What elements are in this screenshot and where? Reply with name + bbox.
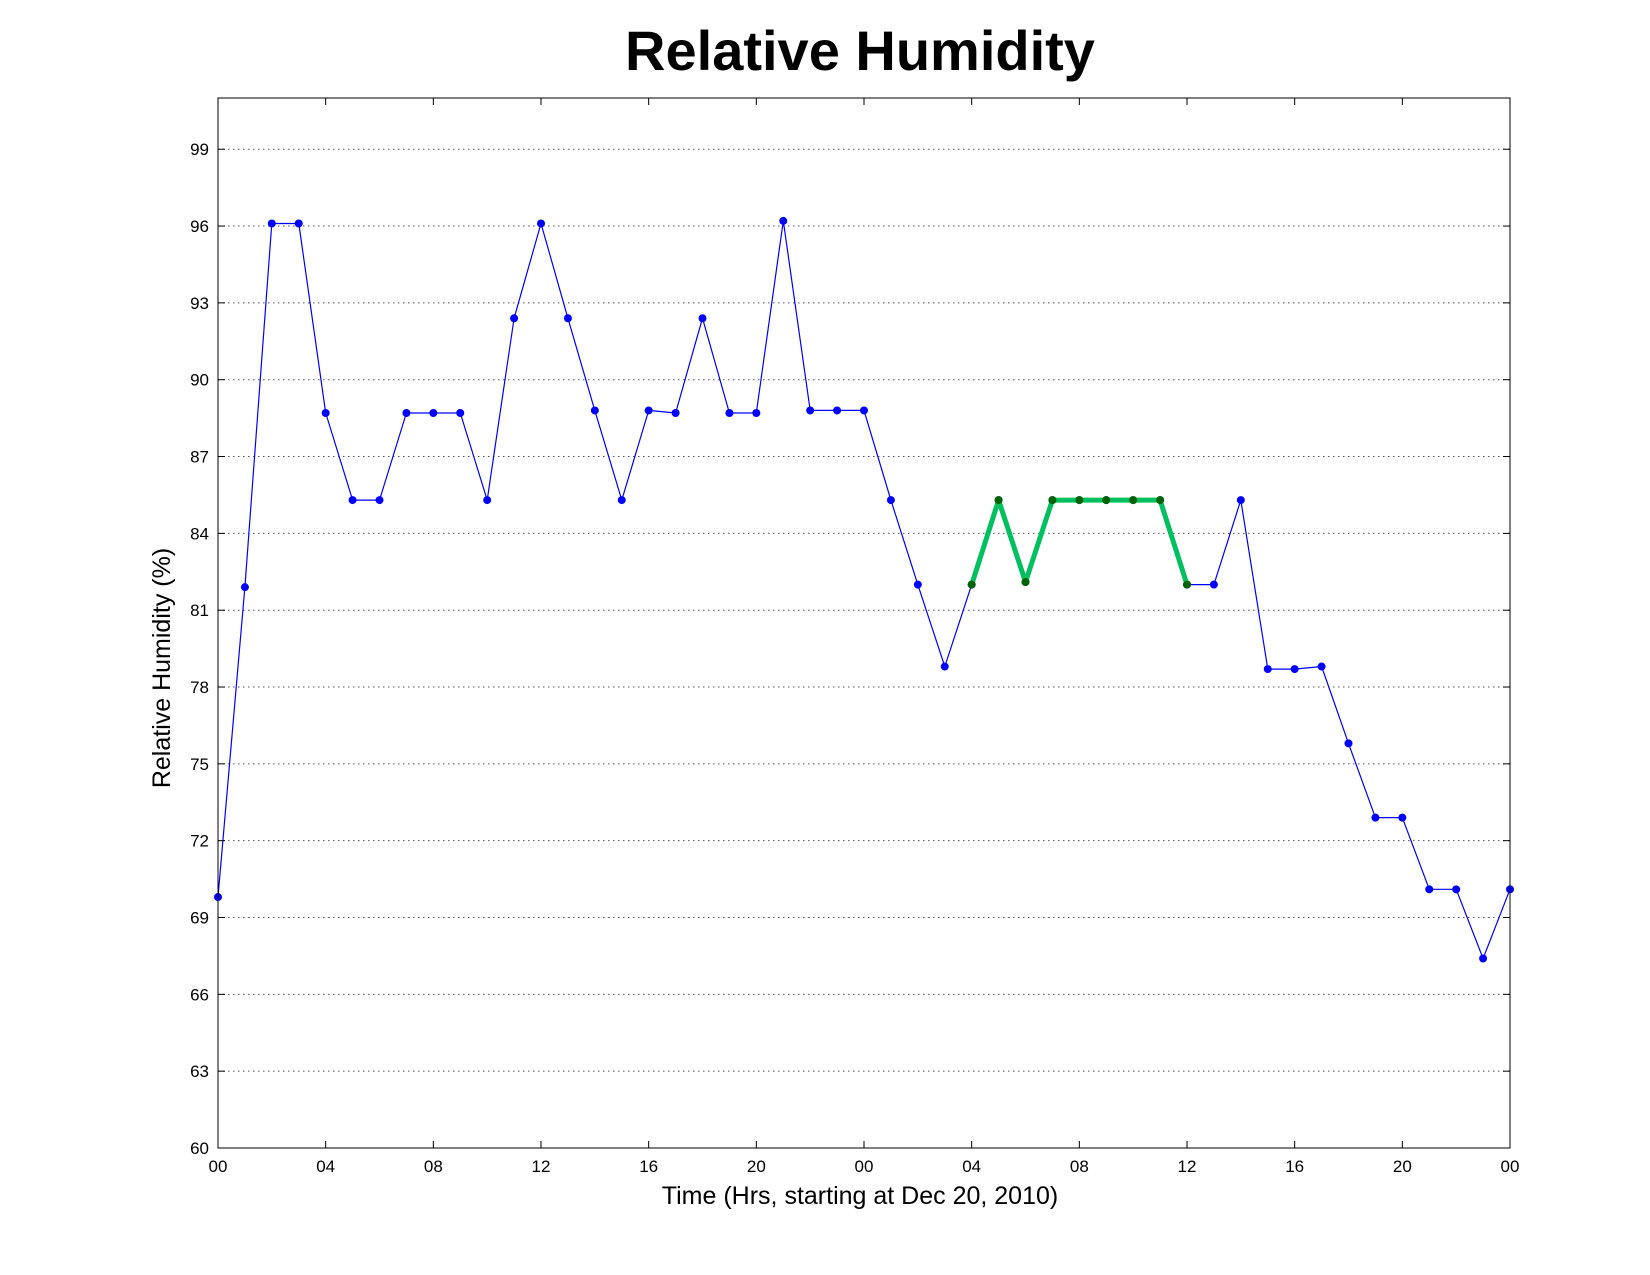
- series-line: [217, 220, 1511, 960]
- x-axis-label: Time (Hrs, starting at Dec 20, 2010): [662, 1182, 1058, 1210]
- data-point: [1452, 885, 1461, 894]
- data-point: [402, 409, 411, 417]
- data-point: [1398, 813, 1407, 822]
- data-point: [1129, 496, 1138, 505]
- data-point: [429, 409, 438, 417]
- data-point: [1344, 739, 1353, 748]
- y-tick-label: 78: [190, 678, 209, 697]
- x-tick-label: 08: [424, 1157, 443, 1176]
- data-point: [456, 409, 465, 417]
- data-point: [294, 219, 303, 228]
- data-point: [240, 583, 249, 592]
- series-1: [214, 216, 1514, 963]
- x-tick-label: 20: [747, 1157, 766, 1176]
- data-point: [1425, 885, 1434, 894]
- y-tick-label: 63: [190, 1062, 209, 1081]
- data-point: [1371, 813, 1380, 822]
- y-tick-label: 72: [190, 832, 209, 851]
- data-point: [671, 409, 680, 417]
- data-point: [994, 496, 1003, 505]
- data-point: [375, 496, 384, 505]
- y-tick-label: 90: [190, 371, 209, 390]
- data-point: [267, 219, 276, 228]
- data-point: [1048, 496, 1057, 505]
- chart-title: Relative Humidity: [625, 19, 1095, 82]
- x-tick-label: 20: [1393, 1157, 1412, 1176]
- data-point: [967, 580, 976, 589]
- y-tick-label: 81: [190, 601, 209, 620]
- data-point: [833, 406, 842, 415]
- data-point: [1102, 496, 1111, 505]
- x-tick-label: 04: [962, 1157, 981, 1176]
- y-tick-label: 96: [190, 217, 209, 236]
- data-point: [321, 409, 330, 417]
- y-tick-label: 93: [190, 294, 209, 313]
- x-tick-label: 16: [639, 1157, 658, 1176]
- data-point: [1317, 662, 1326, 671]
- data-point: [1183, 580, 1191, 589]
- data-point: [510, 314, 519, 323]
- y-tick-label: 84: [190, 524, 209, 543]
- data-point: [590, 406, 599, 415]
- y-gridlines: [218, 148, 1510, 1072]
- x-tick-label: 00: [209, 1157, 228, 1176]
- y-tick-label: 99: [190, 140, 209, 159]
- y-tick-label: 87: [190, 448, 209, 467]
- data-point: [1290, 665, 1299, 674]
- y-tick-label: 69: [190, 909, 209, 928]
- data-point: [860, 406, 868, 415]
- data-point: [1075, 496, 1084, 505]
- data-point: [806, 406, 815, 415]
- data-point: [1236, 496, 1245, 505]
- data-point: [752, 409, 761, 417]
- data-point: [886, 496, 895, 505]
- data-point: [1209, 580, 1218, 589]
- y-tick-label: 66: [190, 985, 209, 1004]
- x-tick-label: 04: [316, 1157, 335, 1176]
- data-point: [1021, 578, 1030, 587]
- data-point: [725, 409, 734, 417]
- data-point: [617, 496, 626, 505]
- data-point: [698, 314, 707, 323]
- data-point: [1263, 665, 1272, 674]
- y-tick-label: 60: [190, 1139, 209, 1158]
- data-point: [563, 314, 572, 323]
- data-point: [348, 496, 357, 505]
- x-tick-label: 12: [1178, 1157, 1197, 1176]
- data-point: [644, 406, 653, 415]
- y-tick-label: 75: [190, 755, 209, 774]
- data-series: [214, 216, 1514, 963]
- x-tick-label: 16: [1285, 1157, 1304, 1176]
- data-point: [1156, 496, 1165, 505]
- x-tick-label: 08: [1070, 1157, 1089, 1176]
- data-point: [913, 580, 922, 589]
- plot-frame: [217, 97, 1511, 1149]
- data-point: [483, 496, 492, 505]
- data-point: [1479, 954, 1488, 963]
- x-tick-label: 12: [532, 1157, 551, 1176]
- x-tick-label: 00: [855, 1157, 874, 1176]
- y-axis-label: Relative Humidity (%): [148, 548, 176, 788]
- series-line: [969, 497, 1190, 586]
- data-point: [940, 662, 949, 671]
- series-2: [967, 496, 1191, 589]
- data-point: [537, 219, 545, 228]
- axis-ticks: 60 63 66 69 72 75 78 81 84 87 90 93 96 99 00 04 08 12 16 20…: [190, 98, 1519, 1176]
- data-point: [779, 216, 788, 225]
- x-tick-label: 00: [1501, 1157, 1520, 1176]
